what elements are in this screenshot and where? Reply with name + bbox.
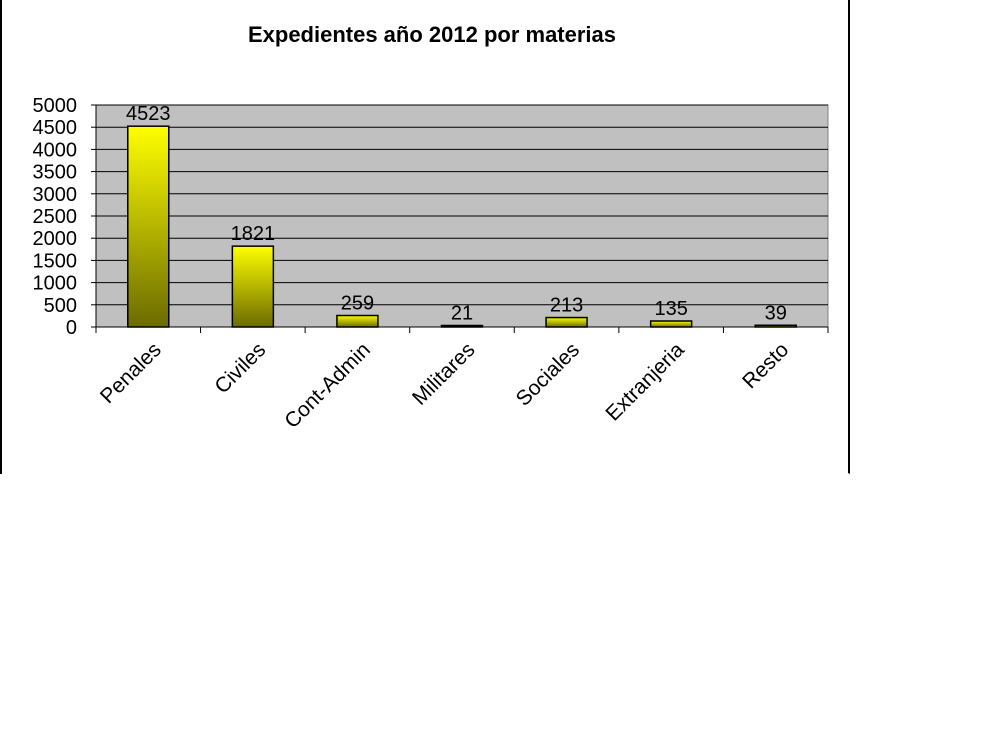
y-tick-label: 4000 <box>33 139 78 161</box>
data-label: 259 <box>341 293 374 315</box>
x-category-label: Extranjeria <box>601 338 688 425</box>
data-label: 39 <box>765 302 787 324</box>
y-tick-label: 2500 <box>33 206 78 228</box>
bar-extranjeria <box>649 320 693 328</box>
bar-penales <box>127 125 170 328</box>
y-tick-label: 0 <box>66 317 77 339</box>
chart-title: Expedientes año 2012 por materias <box>248 22 616 47</box>
x-category-label: Sociales <box>512 338 584 410</box>
y-tick-label: 1000 <box>33 273 78 295</box>
data-label: 1821 <box>231 223 276 245</box>
grid-lines <box>96 104 828 306</box>
x-axis: Penales Civiles Cont-Admin Militares Sociale… <box>95 326 829 433</box>
x-category-label: Penales <box>96 338 166 408</box>
bars <box>127 125 797 328</box>
bar-cont-admin <box>336 314 379 328</box>
y-tick-label: 4500 <box>33 117 78 139</box>
data-label: 21 <box>451 303 473 325</box>
y-tick-label: 5000 <box>33 95 78 117</box>
data-label: 4523 <box>126 103 171 125</box>
bar-militares <box>440 324 484 328</box>
bar-civiles <box>231 245 275 328</box>
y-tick-label: 500 <box>44 295 77 317</box>
y-tick-label: 3500 <box>33 162 78 184</box>
bar-sociales <box>545 316 588 328</box>
chart-frame: Expedientes año 2012 por materias 0 500 10… <box>0 0 850 474</box>
bar-chart: Expedientes año 2012 por materias 050010… <box>33 22 829 433</box>
data-label: 213 <box>550 295 583 317</box>
x-category-label: Militares <box>408 338 480 410</box>
data-label: 135 <box>654 298 687 320</box>
bar-resto <box>754 324 797 328</box>
x-category-label: Civiles <box>210 338 270 398</box>
data-labels: 4523 1821 259 21 213 135 39 <box>126 103 787 324</box>
y-tick-label: 1500 <box>33 250 78 272</box>
x-category-label: Cont-Admin <box>280 338 375 433</box>
y-tick-label: 2000 <box>33 228 78 250</box>
x-category-label: Resto <box>738 338 793 393</box>
y-tick-label: 3000 <box>33 184 78 206</box>
